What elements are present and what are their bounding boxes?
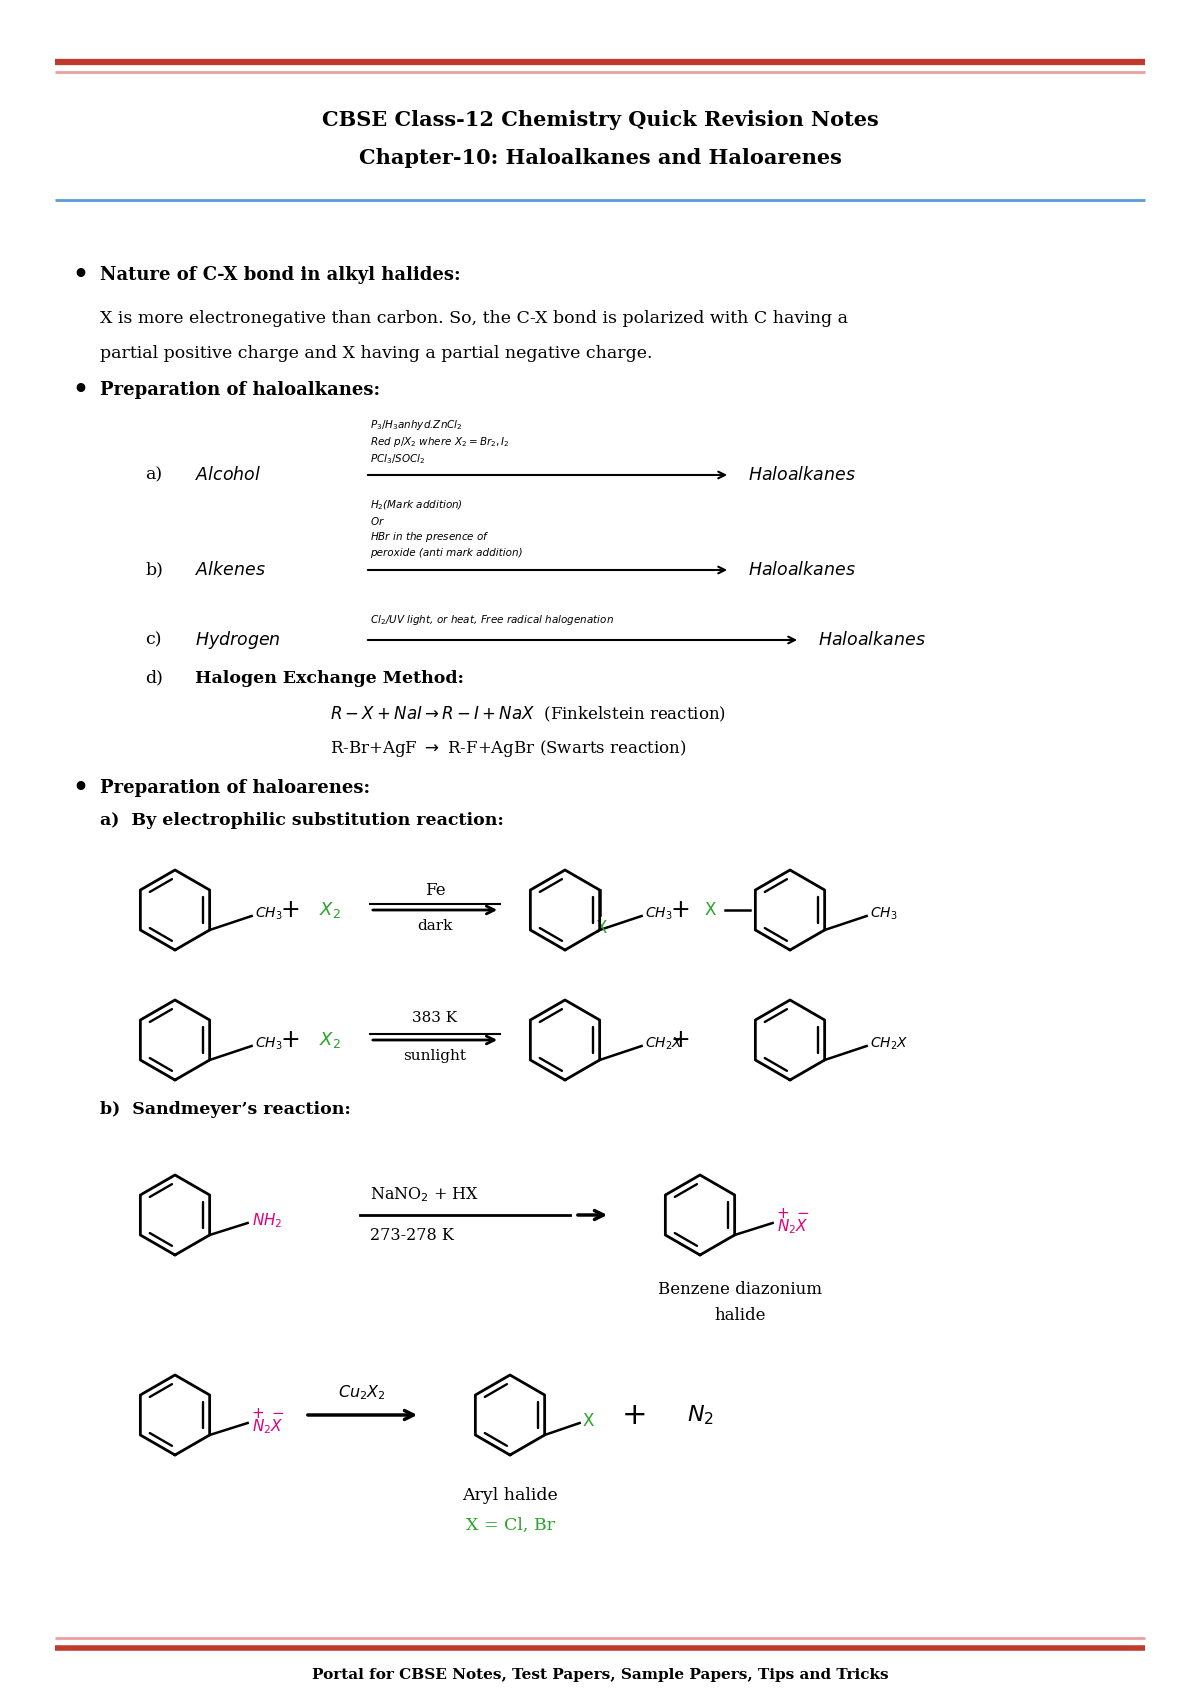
Text: $Or$: $Or$: [370, 514, 385, 526]
Text: dark: dark: [418, 919, 452, 932]
Text: $HBr$ in the presence of: $HBr$ in the presence of: [370, 530, 490, 543]
Text: $P_3/H_3$anhyd.$ZnCl_2$: $P_3/H_3$anhyd.$ZnCl_2$: [370, 418, 462, 431]
Text: b): b): [145, 562, 163, 579]
Text: Red $p/X_2$ where $X_2=Br_2,I_2$: Red $p/X_2$ where $X_2=Br_2,I_2$: [370, 435, 510, 448]
Text: $Haloalkanes$: $Haloalkanes$: [748, 560, 856, 579]
Text: Halogen Exchange Method:: Halogen Exchange Method:: [194, 669, 464, 686]
Text: $Cu_2X_2$: $Cu_2X_2$: [338, 1384, 386, 1403]
Text: $Cl_2$/UV light, or heat, Free radical halogenation: $Cl_2$/UV light, or heat, Free radical h…: [370, 613, 614, 627]
Text: +: +: [280, 1027, 300, 1053]
Text: $CH_3$: $CH_3$: [254, 905, 282, 922]
Text: $Haloalkanes$: $Haloalkanes$: [818, 632, 925, 649]
Text: $N_2X$: $N_2X$: [252, 1418, 283, 1437]
Text: $Hydrogen$: $Hydrogen$: [194, 628, 281, 650]
Text: $X_2$: $X_2$: [319, 1031, 341, 1049]
Text: Preparation of haloarenes:: Preparation of haloarenes:: [100, 779, 370, 796]
Text: partial positive charge and X having a partial negative charge.: partial positive charge and X having a p…: [100, 345, 653, 362]
Text: $Alcohol$: $Alcohol$: [194, 465, 262, 484]
Text: $R - X + NaI \rightarrow R - I + NaX$  (Finkelstein reaction): $R - X + NaI \rightarrow R - I + NaX$ (F…: [330, 705, 726, 723]
Text: +: +: [622, 1401, 648, 1430]
Text: $Alkenes$: $Alkenes$: [194, 560, 265, 579]
Text: a)  By electrophilic substitution reaction:: a) By electrophilic substitution reactio…: [100, 812, 504, 829]
Text: X: X: [704, 902, 715, 919]
Text: Portal for CBSE Notes, Test Papers, Sample Papers, Tips and Tricks: Portal for CBSE Notes, Test Papers, Samp…: [312, 1667, 888, 1683]
Text: d): d): [145, 669, 163, 686]
Text: •: •: [72, 379, 88, 402]
Text: X is more electronegative than carbon. So, the C-X bond is polarized with C havi: X is more electronegative than carbon. S…: [100, 309, 848, 326]
Text: $Haloalkanes$: $Haloalkanes$: [748, 465, 856, 484]
Text: $PCl_3/SOCl_2$: $PCl_3/SOCl_2$: [370, 452, 426, 465]
Text: CBSE Class-12 Chemistry Quick Revision Notes: CBSE Class-12 Chemistry Quick Revision N…: [322, 110, 878, 131]
Text: $CH_3$: $CH_3$: [254, 1036, 282, 1053]
Text: •: •: [72, 263, 88, 287]
Text: NaNO$_2$ + HX: NaNO$_2$ + HX: [370, 1185, 479, 1204]
Text: $CH_2X$: $CH_2X$: [644, 1036, 683, 1053]
Text: a): a): [145, 467, 162, 484]
Text: 383 K: 383 K: [413, 1010, 457, 1026]
Text: +: +: [670, 898, 690, 922]
Text: +: +: [252, 1406, 264, 1421]
Text: $CH_3$: $CH_3$: [644, 905, 672, 922]
Text: Preparation of haloalkanes:: Preparation of haloalkanes:: [100, 380, 380, 399]
Text: R-Br+AgF $\rightarrow$ R-F+AgBr (Swarts reaction): R-Br+AgF $\rightarrow$ R-F+AgBr (Swarts …: [330, 737, 686, 759]
Text: Chapter-10: Haloalkanes and Haloarenes: Chapter-10: Haloalkanes and Haloarenes: [359, 148, 841, 168]
Text: Nature of C-X bond in alkyl halides:: Nature of C-X bond in alkyl halides:: [100, 267, 461, 284]
Text: −: −: [797, 1206, 809, 1221]
Text: $N_2X$: $N_2X$: [776, 1217, 808, 1236]
Text: $NH_2$: $NH_2$: [252, 1212, 282, 1231]
Text: halide: halide: [714, 1307, 766, 1324]
Text: Benzene diazonium: Benzene diazonium: [658, 1282, 822, 1299]
Text: $CH_2X$: $CH_2X$: [870, 1036, 908, 1053]
Text: +: +: [280, 898, 300, 922]
Text: $X_2$: $X_2$: [319, 900, 341, 920]
Text: +: +: [670, 1027, 690, 1053]
Text: $N_2$: $N_2$: [686, 1403, 714, 1426]
Text: Aryl halide: Aryl halide: [462, 1486, 558, 1503]
Text: $CH_3$: $CH_3$: [870, 905, 898, 922]
Text: $H_2$(Mark addition): $H_2$(Mark addition): [370, 498, 463, 511]
Text: c): c): [145, 632, 162, 649]
Text: 273-278 K: 273-278 K: [370, 1226, 454, 1243]
Text: •: •: [72, 776, 88, 800]
Text: X = Cl, Br: X = Cl, Br: [466, 1516, 554, 1533]
Text: Fe: Fe: [425, 881, 445, 898]
Text: sunlight: sunlight: [403, 1049, 467, 1063]
Text: X: X: [583, 1413, 594, 1430]
Text: X: X: [596, 919, 607, 937]
Text: −: −: [271, 1406, 284, 1421]
Text: b)  Sandmeyer’s reaction:: b) Sandmeyer’s reaction:: [100, 1102, 350, 1119]
Text: peroxide (anti mark addition): peroxide (anti mark addition): [370, 548, 523, 559]
Text: +: +: [776, 1206, 790, 1221]
